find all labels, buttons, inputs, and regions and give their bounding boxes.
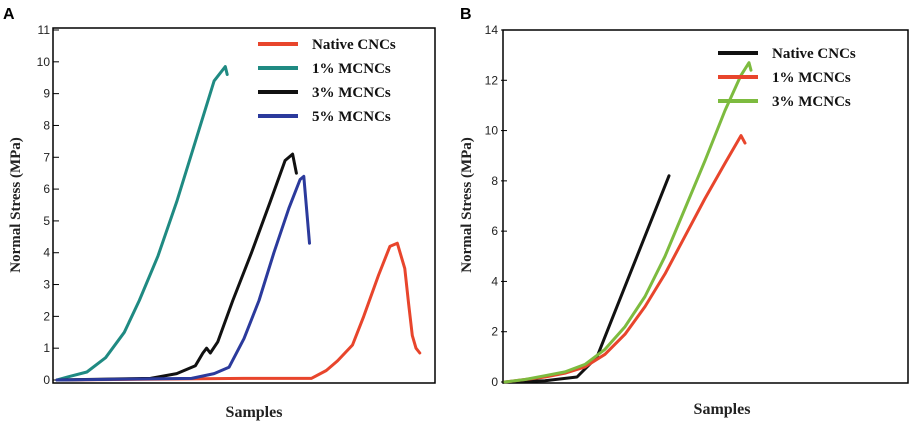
panel-b-y-axis: 0 2 4 6 8 10 12 14 (485, 23, 507, 389)
panel-b-frame (502, 29, 909, 384)
legend-label: Native CNCs (772, 46, 856, 62)
series-line-native-cncs (55, 241, 422, 382)
panel-a-legend: Native CNCs 1% MCNCs 3% MCNCs 5% MCNCs (258, 37, 396, 125)
legend-label: 3% MCNCs (312, 85, 391, 101)
series-line-3-mcncs (503, 61, 753, 384)
panel-a-series (55, 65, 422, 382)
legend-label: Native CNCs (312, 37, 396, 53)
series-line-3-mcncs (55, 152, 298, 382)
panel-b-x-axis-label: Samples (694, 401, 751, 418)
panel-a-label: A (3, 6, 15, 23)
panel-a-y-axis-label: Normal Stress (MPa) (8, 137, 24, 273)
y-tick-label: 8 (491, 174, 498, 188)
panel-a-x-axis-label: Samples (226, 404, 283, 421)
y-tick-label: 6 (491, 224, 498, 238)
y-tick-label: 11 (38, 23, 51, 37)
y-tick-label: 0 (43, 373, 50, 387)
y-tick-label: 5 (43, 214, 50, 228)
y-tick-label: 8 (43, 118, 50, 132)
panel-b-series (503, 61, 753, 384)
panel-b-label: B (460, 6, 472, 23)
y-tick-label: 1 (43, 341, 50, 355)
y-tick-label: 10 (37, 55, 51, 69)
panel-a: A 0 1 2 3 4 5 6 7 8 9 10 11 Native CNCs 1% MCNCs 3% M… (3, 6, 436, 421)
y-tick-label: 4 (43, 246, 50, 260)
series-line-1-mcncs (503, 134, 747, 384)
y-tick-label: 10 (485, 124, 499, 138)
y-tick-label: 7 (43, 150, 50, 164)
y-tick-label: 4 (491, 274, 498, 288)
y-tick-label: 2 (43, 309, 50, 323)
y-tick-label: 3 (43, 278, 50, 292)
y-tick-label: 6 (43, 182, 50, 196)
y-tick-label: 0 (491, 375, 498, 389)
legend-label: 3% MCNCs (772, 94, 851, 110)
y-tick-label: 12 (485, 73, 499, 87)
panel-b-y-axis-label: Normal Stress (MPa) (459, 137, 475, 273)
series-line-1-mcncs (55, 65, 229, 382)
legend-label: 1% MCNCs (312, 61, 391, 77)
panel-a-y-axis: 0 1 2 3 4 5 6 7 8 9 10 11 (37, 23, 59, 387)
panel-b: B 0 2 4 6 8 10 12 14 Native CNCs 1% MCNCs 3% MCNC… (459, 6, 909, 418)
legend-label: 1% MCNCs (772, 70, 851, 86)
y-tick-label: 14 (485, 23, 499, 37)
series-line-5-mcncs (55, 174, 311, 382)
series-line-native-cncs (503, 174, 671, 384)
y-tick-label: 9 (43, 87, 50, 101)
legend-label: 5% MCNCs (312, 109, 391, 125)
y-tick-label: 2 (491, 325, 498, 339)
panel-b-legend: Native CNCs 1% MCNCs 3% MCNCs (718, 46, 856, 110)
panel-a-frame (52, 27, 436, 384)
